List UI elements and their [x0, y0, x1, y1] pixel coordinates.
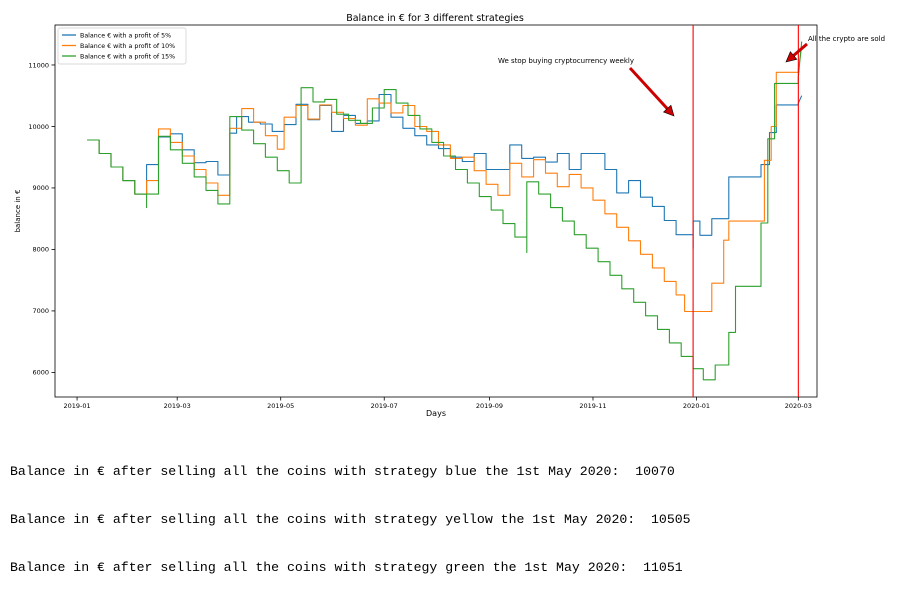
- legend-box: [57, 27, 187, 65]
- chart-title: Balance in € for 3 different strategies: [346, 13, 524, 24]
- annotations: We stop buying cryptocurrency weekly All…: [498, 35, 885, 117]
- y-tick-label: 6000: [32, 369, 49, 377]
- arrow-stop-buying-head: [662, 104, 675, 117]
- x-tick-label: 2020-01: [683, 402, 710, 410]
- output-line-yellow: Balance in € after selling all the coins…: [10, 512, 691, 527]
- x-tick-label: 2019-03: [164, 402, 191, 410]
- arrow-crypto-sold: [785, 42, 808, 63]
- y-tick-label: 10000: [28, 123, 49, 131]
- plot-area: [87, 25, 803, 397]
- legend-label-1: Balance € with a profit of 10%: [80, 43, 175, 50]
- y-tick-label: 9000: [32, 184, 49, 192]
- series-line-2: [87, 41, 803, 381]
- x-axis-label: Days: [426, 409, 446, 418]
- x-tick-label: 2019-09: [476, 402, 503, 410]
- y-axis-label: balance in €: [14, 190, 22, 233]
- x-tick-label: 2019-11: [579, 402, 606, 410]
- annotation-crypto-sold: All the crypto are sold: [808, 35, 885, 43]
- console-output: Balance in € after selling all the coins…: [10, 432, 691, 592]
- legend-label-0: Balance € with a profit of 5%: [80, 32, 171, 39]
- arrow-crypto-sold-shaft: [792, 42, 808, 57]
- chart-figure: Balance in € for 3 different strategies …: [14, 13, 885, 418]
- series-line-1: [87, 46, 803, 313]
- x-tick-label: 2019-01: [63, 402, 90, 410]
- y-tick-label: 8000: [32, 246, 49, 254]
- balance-line-chart: Balance in € for 3 different strategies …: [14, 13, 885, 418]
- x-tick-label: 2020-03: [785, 402, 812, 410]
- arrow-stop-buying: [628, 66, 675, 117]
- arrow-stop-buying-shaft: [628, 66, 669, 110]
- axes: 2019-01 2019-03 2019-05 2019-07 2019-09 2019-…: [28, 61, 812, 410]
- y-tick-label: 11000: [28, 61, 49, 69]
- annotation-stop-buying: We stop buying cryptocurrency weekly: [498, 57, 634, 65]
- legend-label-2: Balance € with a profit of 15%: [80, 53, 175, 60]
- arrow-crypto-sold-head: [785, 51, 798, 63]
- plot-frame: [54, 24, 818, 398]
- output-line-blue: Balance in € after selling all the coins…: [10, 464, 675, 479]
- x-tick-label: 2019-05: [267, 402, 294, 410]
- legend: Balance € with a profit of 5% Balance € w…: [57, 27, 187, 65]
- series-line-0: [87, 93, 803, 249]
- x-tick-label: 2019-07: [371, 402, 398, 410]
- output-line-green: Balance in € after selling all the coins…: [10, 560, 683, 575]
- y-tick-label: 7000: [32, 307, 49, 315]
